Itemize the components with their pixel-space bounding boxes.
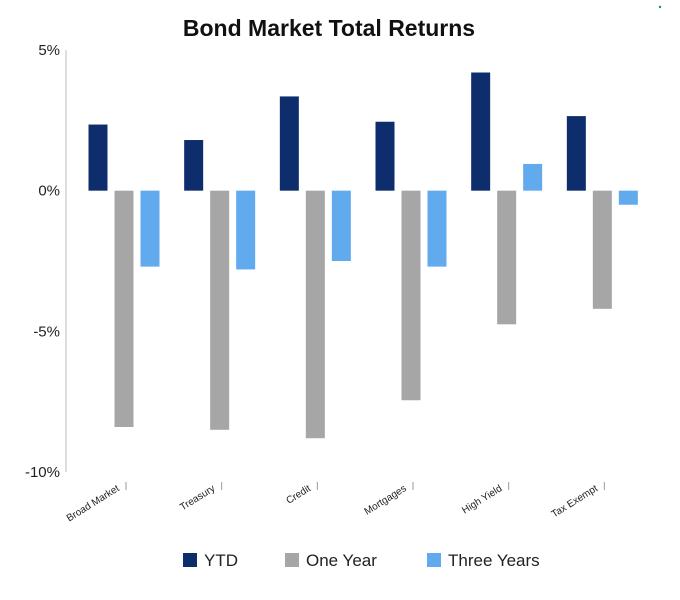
bar-high-yield-ytd bbox=[471, 72, 491, 191]
legend-label-three-years: Three Years bbox=[448, 551, 540, 570]
bar-treasury-three-years bbox=[236, 190, 256, 270]
y-tick-label: 5% bbox=[38, 42, 60, 59]
bar-high-yield-one-year bbox=[497, 190, 517, 325]
bar-tax-exempt-ytd bbox=[566, 116, 586, 191]
x-tick-label: High Yield bbox=[460, 483, 504, 516]
bar-broad-market-ytd bbox=[88, 124, 108, 191]
x-tick-label: Mortgages bbox=[363, 483, 409, 517]
bar-mortgages-one-year bbox=[401, 190, 421, 401]
y-tick-label: -5% bbox=[33, 323, 60, 340]
bar-tax-exempt-three-years bbox=[618, 190, 638, 205]
legend-swatch-ytd bbox=[183, 553, 197, 567]
bar-broad-market-three-years bbox=[140, 190, 160, 267]
bar-credit-ytd bbox=[279, 96, 299, 191]
y-tick-label: -10% bbox=[25, 464, 60, 481]
legend-label-one-year: One Year bbox=[306, 551, 377, 570]
x-tick-label: Broad Market bbox=[65, 483, 122, 524]
x-tick-label: Treasury bbox=[178, 483, 217, 513]
y-tick-label: 0% bbox=[38, 183, 60, 200]
chart-title: Bond Market Total Returns bbox=[183, 15, 475, 41]
bar-credit-one-year bbox=[305, 190, 325, 439]
legend: YTD One Year Three Years bbox=[183, 551, 540, 570]
x-axis: Broad Market Treasury Credit Mortgages High … bbox=[65, 482, 605, 524]
legend-label-ytd: YTD bbox=[204, 551, 238, 570]
bar-mortgages-ytd bbox=[375, 121, 395, 191]
bar-treasury-ytd bbox=[184, 140, 204, 191]
bar-mortgages-three-years bbox=[427, 190, 447, 267]
bar-tax-exempt-one-year bbox=[592, 190, 612, 309]
bar-high-yield-three-years bbox=[523, 163, 543, 191]
x-tick-label: Credit bbox=[284, 483, 313, 507]
bar-broad-market-one-year bbox=[114, 190, 134, 427]
x-tick-label: Tax Exempt bbox=[550, 483, 600, 520]
legend-swatch-three-years bbox=[427, 553, 441, 567]
bar-group bbox=[88, 72, 638, 439]
bar-treasury-one-year bbox=[210, 190, 230, 430]
y-axis: 5% 0% -5% -10% bbox=[25, 42, 67, 481]
corner-marker bbox=[658, 5, 662, 9]
legend-swatch-one-year bbox=[285, 553, 299, 567]
bar-credit-three-years bbox=[331, 190, 351, 261]
